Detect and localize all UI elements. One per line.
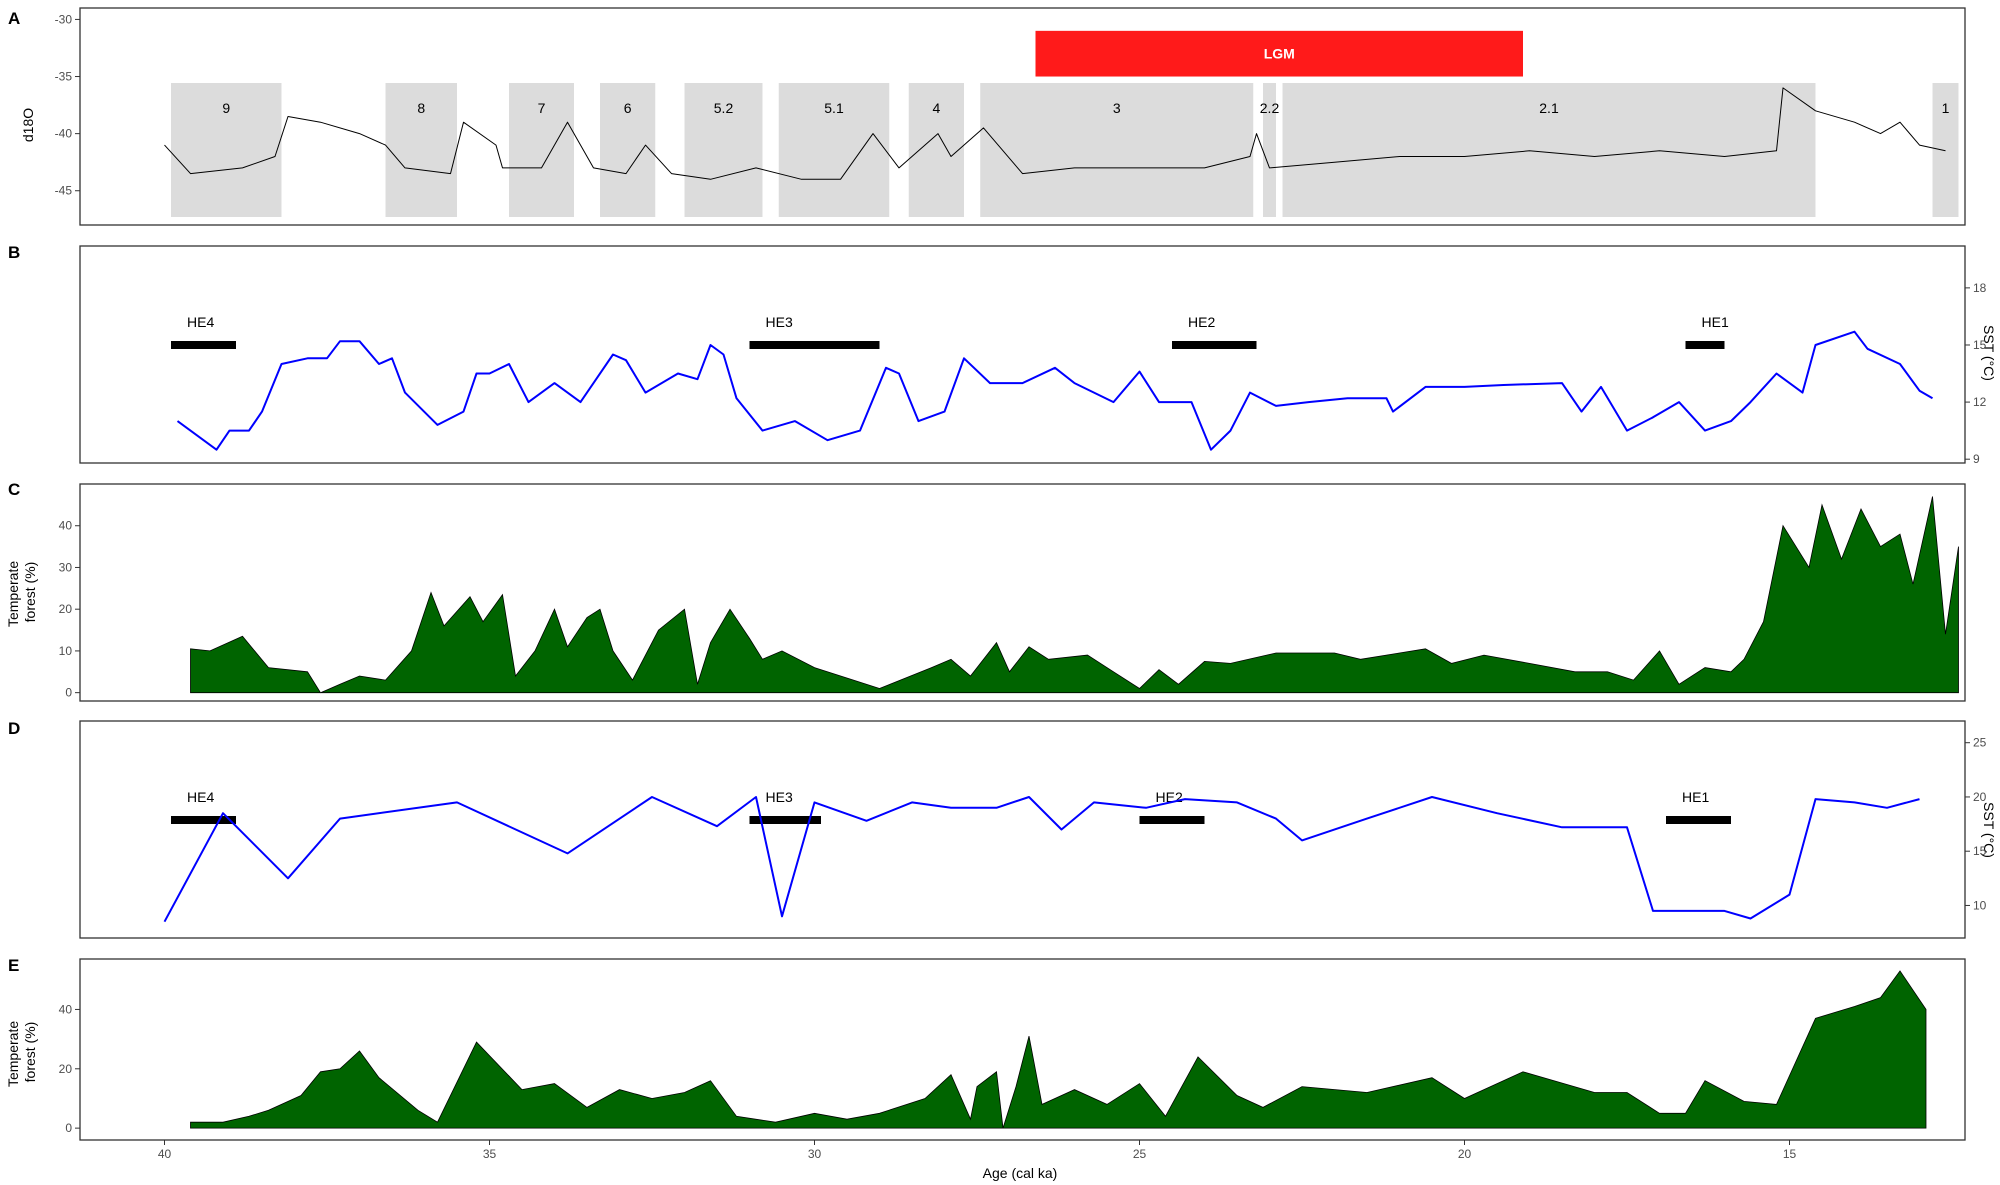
panel-frame-c [79, 483, 1966, 702]
x-axis-title: Age (cal ka) [983, 1165, 1058, 1181]
stage-label-8: 2.2 [1260, 100, 1280, 116]
y-tick-label-c-3: 30 [59, 560, 73, 574]
y-tick-label-b-2: 15 [1973, 338, 1987, 352]
y-tick-label-b-1: 12 [1973, 395, 1987, 409]
stage-band-1 [385, 83, 457, 217]
heinrich-event-label-1: HE3 [766, 789, 793, 805]
forest-area-e-0 [190, 970, 1927, 1129]
y-axis-title-d: SST (°C) [1981, 802, 1997, 858]
data-line-a-0 [164, 87, 1946, 180]
x-tick-label-5: 15 [1783, 1147, 1797, 1161]
y-axis-title-c-line-2: forest (%) [22, 562, 38, 623]
x-tick-label-0: 40 [158, 1147, 172, 1161]
stage-label-10: 1 [1942, 100, 1950, 116]
stage-label-2: 7 [538, 100, 546, 116]
y-tick-label-a-2: -35 [55, 70, 73, 84]
y-axis-title-e-line-1: Temperate [5, 1021, 21, 1087]
data-line-d-0 [163, 796, 1920, 923]
y-axis-title-c: Temperate forest (%) [5, 557, 38, 627]
heinrich-event-bar-0 [171, 816, 236, 824]
stage-label-0: 9 [222, 100, 230, 116]
panel-letter-a: A [8, 9, 20, 28]
stage-label-6: 4 [932, 100, 940, 116]
x-tick-label-3: 25 [1133, 1147, 1147, 1161]
heinrich-event-bar-3 [1666, 816, 1731, 824]
x-tick-label-4: 20 [1458, 1147, 1472, 1161]
panel-b: HE4 HE3 HE2 HE1 9 12 15 18 [79, 245, 1987, 466]
heinrich-event-bar-0 [171, 341, 236, 349]
x-tick-label-2: 30 [808, 1147, 822, 1161]
heinrich-event-bar-1 [749, 816, 821, 824]
panel-letter-d: D [8, 719, 20, 738]
heinrich-event-label-2: HE2 [1188, 314, 1215, 330]
y-tick-label-d-3: 25 [1973, 736, 1987, 750]
panel-frame-a [79, 7, 1966, 226]
y-tick-label-d-2: 20 [1973, 790, 1987, 804]
stage-band-0 [171, 83, 282, 217]
data-line-b-0 [176, 330, 1934, 451]
y-axis-title-c-line-1: Temperate [5, 561, 21, 627]
stage-label-9: 2.1 [1539, 100, 1559, 116]
y-tick-label-a-1: -40 [55, 127, 73, 141]
panel-frame-b [79, 245, 1966, 464]
heinrich-event-bar-3 [1685, 341, 1725, 349]
panel-frame-d [79, 720, 1966, 939]
y-axis-title-a: d18O [20, 108, 36, 142]
y-tick-label-d-1: 15 [1973, 844, 1987, 858]
panel-c: 0 10 20 30 40 [59, 483, 1966, 702]
panel-letter-b: B [8, 243, 20, 262]
heinrich-event-bar-2 [1172, 341, 1257, 349]
panel-letter-c: C [8, 480, 20, 499]
y-tick-label-e-2: 40 [59, 1002, 73, 1016]
stage-label-3: 6 [624, 100, 632, 116]
stage-band-6 [908, 83, 964, 217]
y-tick-label-a-0: -45 [55, 184, 73, 198]
panel-a: 9 8 7 6 5.2 5.1 4 3 2.2 2.1 1 LGM -45 -40 -35 -30 [55, 7, 1966, 226]
y-tick-label-b-0: 9 [1973, 452, 1980, 466]
heinrich-event-label-1: HE3 [766, 314, 793, 330]
stage-band-10 [1932, 83, 1959, 217]
heinrich-event-bar-1 [749, 341, 880, 349]
y-axis-title-e-line-2: forest (%) [22, 1022, 38, 1083]
panel-letter-e: E [8, 956, 19, 975]
x-tick-label-1: 35 [483, 1147, 497, 1161]
y-axis-title-e: Temperate forest (%) [5, 1017, 38, 1087]
y-tick-label-c-0: 0 [65, 686, 72, 700]
stage-label-7: 3 [1113, 100, 1121, 116]
y-tick-label-c-1: 10 [59, 644, 73, 658]
y-tick-label-d-0: 10 [1973, 898, 1987, 912]
forest-area-c-0 [190, 496, 1959, 694]
stage-band-2 [509, 83, 574, 217]
panel-frame-e [79, 958, 1966, 1141]
panel-e: 0 20 40 40 35 30 25 20 15 [59, 958, 1966, 1161]
heinrich-event-label-3: HE1 [1682, 789, 1709, 805]
heinrich-event-label-3: HE1 [1702, 314, 1729, 330]
y-tick-label-e-0: 0 [65, 1121, 72, 1135]
stage-band-9 [1282, 83, 1816, 217]
y-axis-title-b: SST (°C) [1981, 325, 1997, 381]
stage-band-8 [1263, 83, 1276, 217]
heinrich-event-label-0: HE4 [187, 789, 214, 805]
stage-band-5 [778, 83, 890, 217]
stage-label-5: 5.1 [824, 100, 844, 116]
plot-layer: 9 8 7 6 5.2 5.1 4 3 2.2 2.1 1 LGM -45 -40 -35 -30 HE4 HE3… [55, 7, 1987, 1161]
y-tick-label-e-1: 20 [59, 1062, 73, 1076]
heinrich-event-bar-2 [1139, 816, 1205, 824]
y-tick-label-c-2: 20 [59, 602, 73, 616]
stage-band-3 [600, 83, 656, 217]
heinrich-event-label-0: HE4 [187, 314, 214, 330]
stage-label-4: 5.2 [714, 100, 734, 116]
lgm-bar [1035, 30, 1523, 77]
y-tick-label-b-3: 18 [1973, 281, 1987, 295]
stage-label-1: 8 [417, 100, 425, 116]
stage-band-7 [980, 83, 1254, 217]
lgm-label: LGM [1264, 46, 1295, 62]
y-tick-label-c-4: 40 [59, 519, 73, 533]
stage-band-4 [684, 83, 763, 217]
y-tick-label-a-3: -30 [55, 12, 73, 26]
